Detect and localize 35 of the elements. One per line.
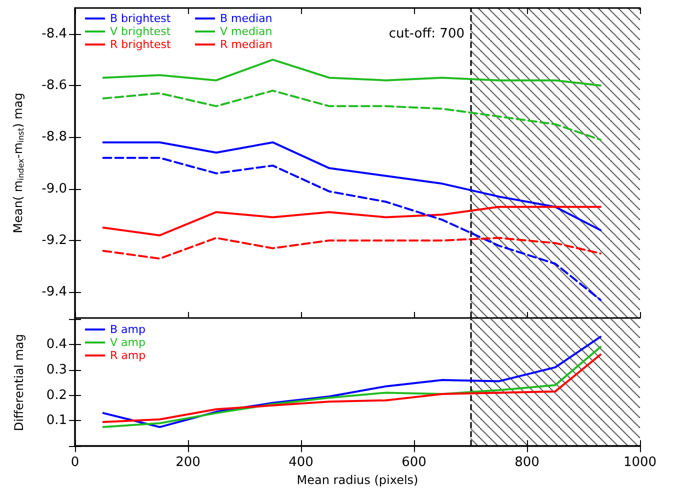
y-tick-label: 0.4 [46, 336, 67, 352]
legend-label: B median [220, 12, 272, 25]
y-tick-label: -8.6 [42, 78, 67, 93]
ref-line-label: cut-off: 700 [388, 26, 464, 42]
legend-label: V brightest [110, 25, 172, 38]
y-tick-label: -8.4 [42, 26, 67, 42]
legend-label: R brightest [110, 38, 172, 51]
line-series [102, 156, 602, 301]
legend-label: V amp [110, 336, 146, 349]
x-axis-title: Mean radius (pixels) [296, 473, 418, 487]
x-tick-label: 0 [70, 455, 80, 470]
line-series [102, 141, 602, 232]
legend-label: R median [220, 38, 272, 51]
line-series [102, 90, 602, 141]
x-tick-label: 1000 [623, 455, 657, 470]
y-tick-label: -9.2 [42, 233, 67, 248]
legend-label: R amp [110, 349, 146, 362]
y-axis-title: Differential mag [12, 334, 26, 432]
line-series [102, 206, 602, 236]
y-tick-label: -9.0 [42, 181, 67, 196]
y-tick-label: -9.4 [42, 284, 67, 300]
y-tick-label: -8.8 [42, 130, 67, 145]
y-tick-label: 0.2 [46, 388, 67, 403]
x-tick-label: 600 [402, 455, 426, 470]
line-series [102, 58, 602, 86]
line-series [102, 236, 602, 260]
legend-label: B amp [110, 323, 146, 336]
legend-label: B brightest [110, 12, 172, 25]
legend-label: V median [220, 25, 272, 38]
x-tick-label: 200 [176, 455, 200, 470]
y-axis-title: Mean( mindex-minst) mag [11, 92, 26, 234]
x-tick-label: 800 [514, 455, 540, 470]
y-tick-label: 0.1 [46, 413, 67, 428]
y-tick-label: 0.3 [46, 362, 67, 378]
x-tick-label: 400 [288, 455, 314, 470]
